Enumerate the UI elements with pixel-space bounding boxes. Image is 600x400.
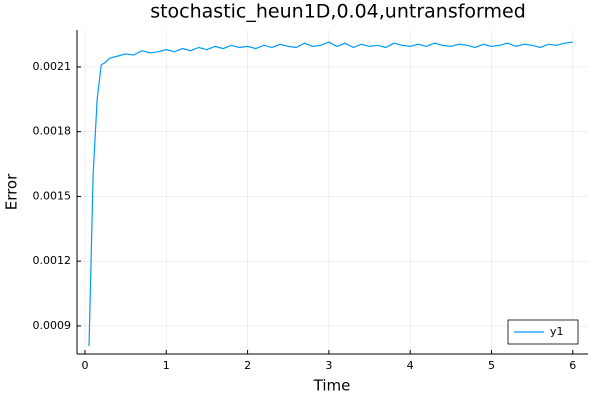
y-tick-label: 0.0021 — [33, 60, 72, 73]
y-tick-label: 0.0012 — [33, 254, 72, 267]
legend-label: y1 — [550, 325, 564, 338]
x-tick-label: 5 — [488, 359, 495, 372]
x-tick-label: 4 — [407, 359, 414, 372]
y-axis-label: Error — [3, 173, 21, 210]
chart-title: stochastic_heun1D,0.04,untransformed — [150, 1, 526, 23]
data-line — [88, 41, 573, 347]
y-tick-label: 0.0009 — [33, 319, 72, 332]
y-tick-label: 0.0015 — [33, 189, 72, 202]
x-tick-label: 1 — [163, 359, 170, 372]
x-tick-label: 0 — [81, 359, 88, 372]
x-axis-label: Time — [313, 377, 351, 395]
x-tick-label: 6 — [569, 359, 576, 372]
x-tick-label: 3 — [325, 359, 332, 372]
x-tick-label: 2 — [244, 359, 251, 372]
y-tick-label: 0.0018 — [33, 125, 72, 138]
